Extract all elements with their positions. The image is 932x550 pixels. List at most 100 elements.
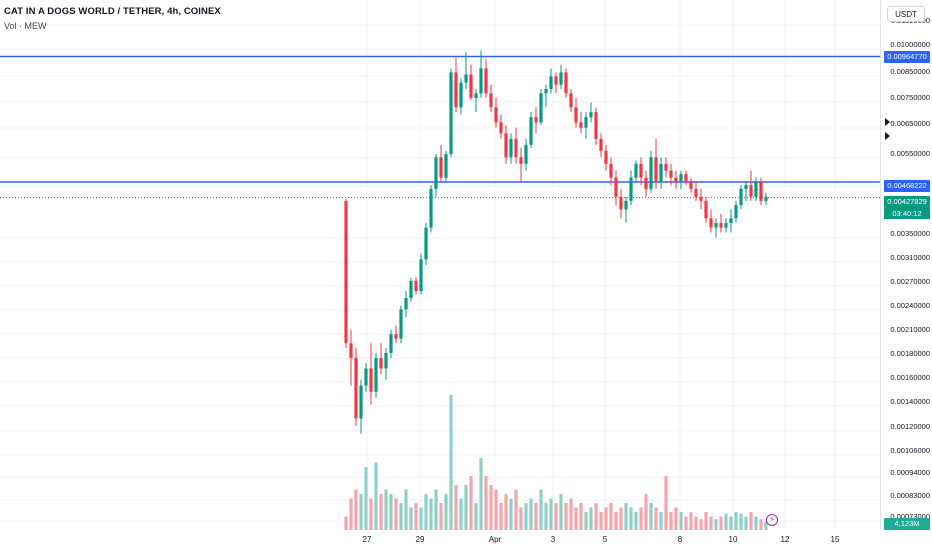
scale-marker-arrow-icon[interactable]: [885, 132, 890, 140]
candle: [714, 222, 718, 228]
candle: [584, 117, 588, 128]
volume-bar: [619, 507, 623, 530]
chart-area[interactable]: CAT IN A DOGS WORLD / TETHER, 4h, COINEX…: [0, 0, 880, 530]
volume-bar: [679, 512, 683, 530]
candle: [619, 196, 623, 210]
volume-bar: [524, 503, 528, 530]
time-tick-label: Apr: [488, 535, 502, 544]
candle: [764, 196, 768, 201]
candle: [399, 309, 403, 339]
price-tick-label: 0.00240000: [890, 301, 930, 310]
time-tick-label: 29: [415, 535, 425, 544]
volume-bar: [669, 512, 673, 530]
volume-legend[interactable]: Vol · MEW: [4, 21, 47, 31]
volume-bar: [574, 507, 578, 530]
volume-bar: [494, 489, 498, 530]
candle: [629, 177, 633, 201]
volume-bar: [424, 494, 428, 530]
volume-bar: [519, 507, 523, 530]
candle: [599, 138, 603, 151]
candle: [389, 334, 393, 353]
candle: [649, 157, 653, 189]
volume-bar: [659, 512, 663, 530]
volume-bar: [344, 516, 348, 530]
candle: [434, 157, 438, 189]
candle: [749, 185, 753, 197]
volume-bar: [554, 503, 558, 530]
volume-bar: [594, 503, 598, 530]
candle: [459, 82, 463, 108]
volume-bar: [409, 507, 413, 530]
candle: [659, 163, 663, 182]
volume-bar: [724, 513, 728, 530]
candle: [544, 88, 548, 94]
volume-bar: [564, 503, 568, 530]
candle: [474, 93, 478, 98]
time-tick-label: 8: [677, 535, 683, 544]
candle: [374, 357, 378, 392]
price-chart[interactable]: [0, 0, 880, 530]
candle: [419, 259, 423, 291]
candle: [744, 185, 748, 189]
scale-marker-arrow-icon[interactable]: [885, 118, 890, 126]
volume-bar: [599, 512, 603, 530]
candle: [724, 222, 728, 228]
volume-bar: [514, 489, 518, 530]
candle: [384, 352, 388, 369]
candle: [699, 196, 703, 201]
lightning-icon[interactable]: ⚡: [766, 514, 778, 526]
volume-bar: [729, 516, 733, 530]
volume-bar: [654, 507, 658, 530]
volume-bar: [349, 498, 353, 530]
price-tick-label: 0.00350000: [890, 229, 930, 238]
volume-bar: [559, 494, 563, 530]
price-scale[interactable]: 0.011900000.010000000.008500000.00750000…: [880, 0, 932, 530]
candle: [504, 133, 508, 158]
volume-bar: [699, 519, 703, 530]
price-tick-label: 0.00550000: [890, 149, 930, 158]
volume-bar: [404, 489, 408, 530]
resistance-price-tag-lower: 0.00468222: [884, 180, 930, 192]
candle: [644, 177, 648, 189]
volume-bar: [539, 489, 543, 530]
volume-bar: [454, 485, 458, 530]
symbol-title[interactable]: CAT IN A DOGS WORLD / TETHER, 4h, COINEX: [4, 6, 221, 17]
volume-bar: [459, 498, 463, 530]
price-tick-label: 0.00160000: [890, 373, 930, 382]
volume-bar: [529, 498, 533, 530]
time-tick-label: 27: [362, 535, 372, 544]
volume-bar: [719, 516, 723, 530]
candle: [554, 76, 558, 85]
candle: [524, 144, 528, 164]
time-tick-label: 5: [602, 535, 608, 544]
candle: [729, 218, 733, 223]
candle: [674, 177, 678, 182]
candle: [534, 117, 538, 123]
candle: [514, 138, 518, 158]
candle: [444, 154, 448, 178]
volume-bar: [354, 489, 358, 530]
volume-bar: [589, 507, 593, 530]
volume-bar: [674, 507, 678, 530]
candle: [484, 68, 488, 94]
candle: [604, 150, 608, 164]
volume-bar: [584, 512, 588, 530]
time-scale[interactable]: 27 29 Apr 3 5 8 10 12 15: [0, 530, 880, 550]
candle: [539, 93, 543, 123]
volume-bar: [544, 503, 548, 530]
volume-bar: [359, 494, 363, 530]
volume-bar: [754, 516, 758, 530]
candle: [564, 72, 568, 94]
volume-bar: [664, 476, 668, 530]
volume-bar: [549, 498, 553, 530]
currency-selector-button[interactable]: USDT: [887, 6, 925, 22]
candle: [589, 112, 593, 118]
volume-bar: [704, 512, 708, 530]
price-tick-label: 0.00140000: [890, 397, 930, 406]
volume-bar: [749, 512, 753, 530]
volume-bar: [714, 519, 718, 530]
candle: [404, 298, 408, 310]
price-tick-label: 0.00650000: [890, 119, 930, 128]
volume-bar: [569, 498, 573, 530]
volume-bar: [364, 467, 368, 530]
